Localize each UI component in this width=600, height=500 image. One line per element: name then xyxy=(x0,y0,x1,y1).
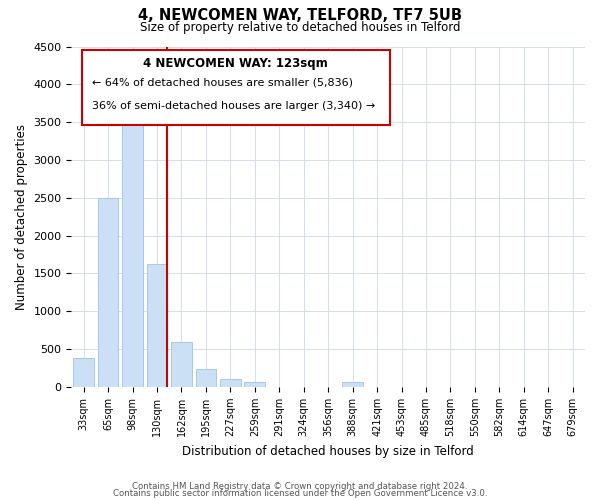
Text: 4 NEWCOMEN WAY: 123sqm: 4 NEWCOMEN WAY: 123sqm xyxy=(143,56,328,70)
Bar xyxy=(196,369,217,387)
Bar xyxy=(73,358,94,387)
FancyBboxPatch shape xyxy=(82,50,390,125)
Y-axis label: Number of detached properties: Number of detached properties xyxy=(15,124,28,310)
X-axis label: Distribution of detached houses by size in Telford: Distribution of detached houses by size … xyxy=(182,444,474,458)
Bar xyxy=(220,380,241,387)
Bar xyxy=(146,264,167,387)
Text: Size of property relative to detached houses in Telford: Size of property relative to detached ho… xyxy=(140,21,460,34)
Text: Contains public sector information licensed under the Open Government Licence v3: Contains public sector information licen… xyxy=(113,490,487,498)
Bar xyxy=(244,382,265,387)
Bar xyxy=(98,198,118,387)
Text: Contains HM Land Registry data © Crown copyright and database right 2024.: Contains HM Land Registry data © Crown c… xyxy=(132,482,468,491)
Bar xyxy=(122,107,143,387)
Text: 36% of semi-detached houses are larger (3,340) →: 36% of semi-detached houses are larger (… xyxy=(92,101,375,111)
Text: ← 64% of detached houses are smaller (5,836): ← 64% of detached houses are smaller (5,… xyxy=(92,77,353,87)
Bar xyxy=(342,382,363,387)
Text: 4, NEWCOMEN WAY, TELFORD, TF7 5UB: 4, NEWCOMEN WAY, TELFORD, TF7 5UB xyxy=(138,8,462,22)
Bar xyxy=(171,342,192,387)
